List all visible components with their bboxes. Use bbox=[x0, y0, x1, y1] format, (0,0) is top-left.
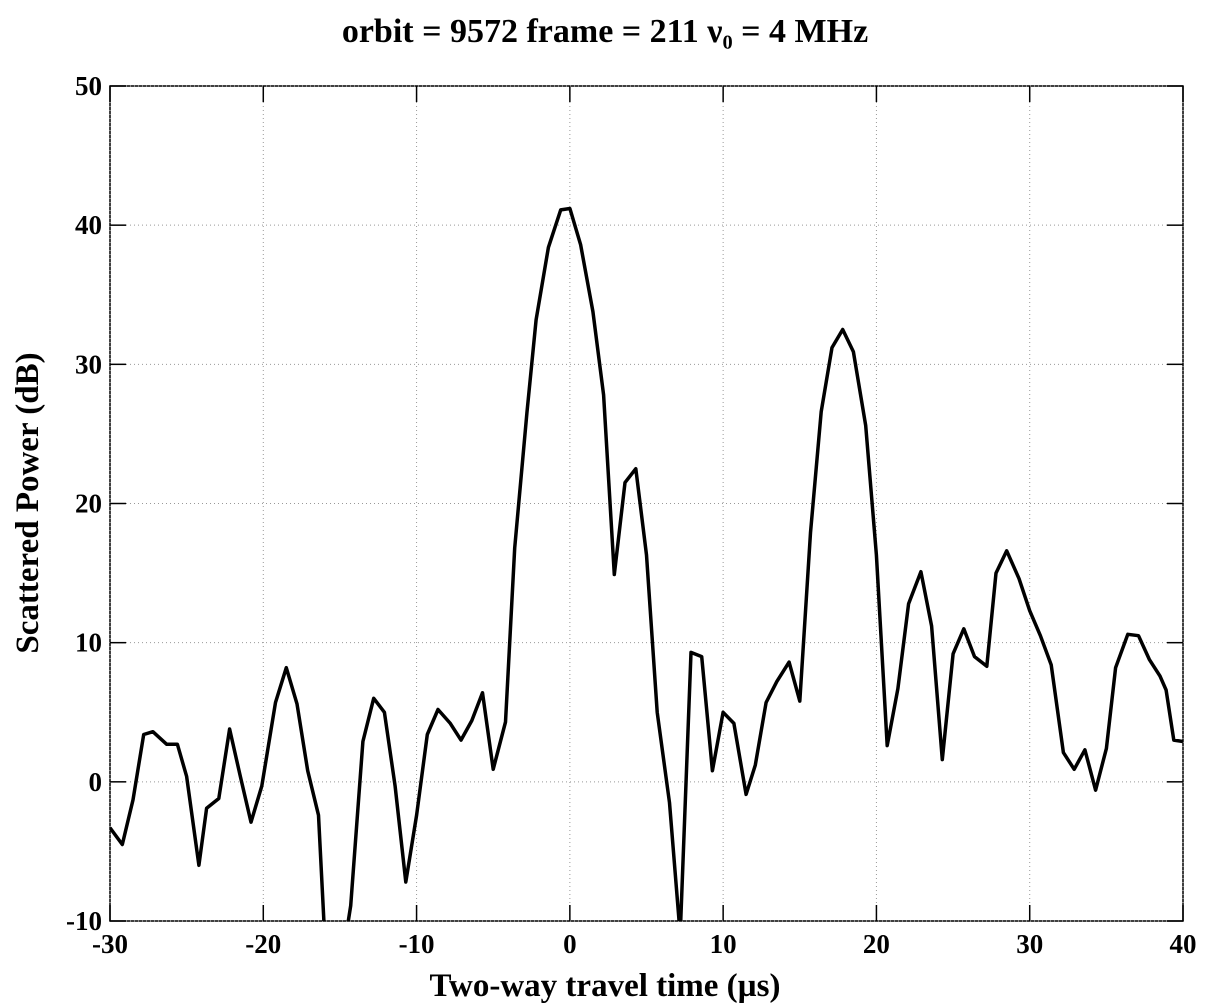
x-tick-label: -20 bbox=[245, 929, 281, 959]
x-tick-label: -30 bbox=[92, 929, 128, 959]
x-tick-label: 10 bbox=[710, 929, 737, 959]
y-tick-label: 40 bbox=[75, 210, 102, 240]
y-tick-label: 20 bbox=[75, 489, 102, 519]
data-line bbox=[110, 206, 1183, 921]
y-tick-label: 50 bbox=[75, 71, 102, 101]
x-tick-label: 0 bbox=[563, 929, 577, 959]
y-tick-label: 0 bbox=[89, 767, 103, 797]
y-tick-label: -10 bbox=[66, 906, 102, 936]
x-tick-label: -10 bbox=[399, 929, 435, 959]
y-axis-label: Scattered Power (dB) bbox=[10, 352, 46, 653]
x-tick-label: 30 bbox=[1016, 929, 1043, 959]
chart-title: orbit = 9572 frame = 211 ν₀ = 4 MHz bbox=[342, 13, 868, 50]
x-axis-label: Two-way travel time (µs) bbox=[429, 968, 780, 1004]
y-tick-label: 30 bbox=[75, 349, 102, 379]
x-tick-label: 40 bbox=[1170, 929, 1197, 959]
y-tick-label: 10 bbox=[75, 628, 102, 658]
x-tick-label: 20 bbox=[863, 929, 890, 959]
